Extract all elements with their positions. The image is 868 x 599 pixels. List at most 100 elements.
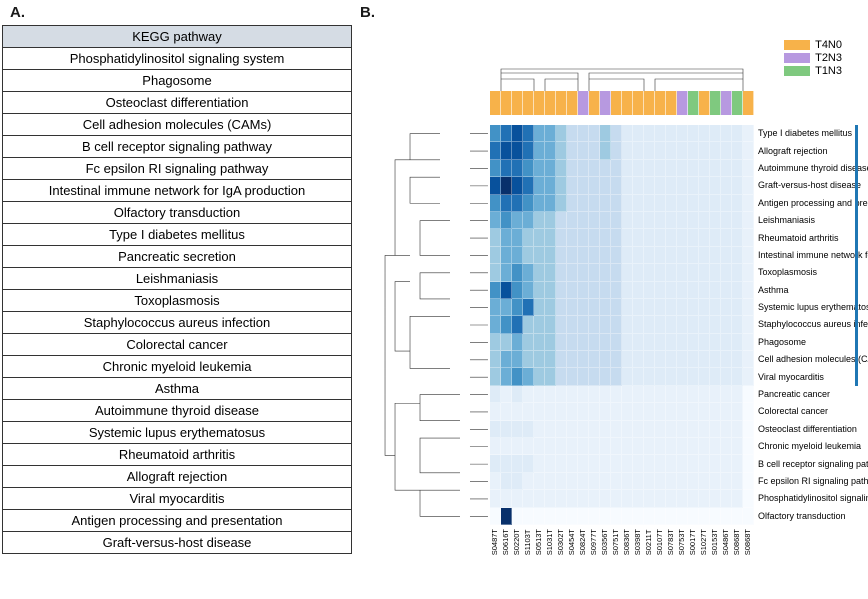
heatmap-cell [534,299,545,316]
heatmap-cell [578,438,589,455]
heatmap-cell [622,386,633,403]
heatmap-cell [578,212,589,229]
heatmap-cell [589,212,600,229]
kegg-row: Toxoplasmosis [3,290,352,312]
heatmap-cell [490,125,501,142]
heatmap-cell [600,229,611,246]
heatmap-cell [655,438,666,455]
heatmap-cell [490,473,501,490]
heatmap-cell [567,473,578,490]
heatmap-cell [534,490,545,507]
heatmap-cell [567,195,578,212]
heatmap-cell [556,212,567,229]
column-annotation-cell [578,91,589,115]
heatmap-cell [655,160,666,177]
heatmap-cell [534,473,545,490]
heatmap-cell [633,508,644,525]
heatmap-cell [677,229,688,246]
kegg-row: Cell adhesion molecules (CAMs) [3,114,352,136]
heatmap-cell [633,473,644,490]
heatmap-cell [501,212,512,229]
heatmap-cell [556,264,567,281]
heatmap-cell [644,125,655,142]
heatmap-cell [512,351,523,368]
heatmap-cell [567,316,578,333]
heatmap-cell [534,247,545,264]
heatmap-cell [556,177,567,194]
column-label: S0868T [732,529,743,555]
heatmap-cell [699,247,710,264]
row-label: Graft-versus-host disease [758,177,868,194]
heatmap-cell [534,282,545,299]
dendrogram-top [490,67,754,91]
heatmap-cell [556,351,567,368]
heatmap-cell [655,386,666,403]
heatmap-cell [589,229,600,246]
heatmap-cell [688,351,699,368]
heatmap-cell [677,473,688,490]
kegg-row: Leishmaniasis [3,268,352,290]
heatmap-cell [589,368,600,385]
heatmap-cell [666,508,677,525]
heatmap-cell [589,142,600,159]
column-label: S0836T [622,529,633,555]
row-label: B cell receptor signaling pathway [758,455,868,472]
heatmap-cell [644,490,655,507]
heatmap-cell [655,177,666,194]
heatmap-cell [534,264,545,281]
heatmap-cell [655,455,666,472]
heatmap-cell [666,438,677,455]
heatmap-cell [721,177,732,194]
column-label: S0616T [501,529,512,555]
heatmap-cell [600,421,611,438]
column-label: S1103T [523,529,534,555]
heatmap-cell [567,299,578,316]
row-label: Staphylococcus aureus infection [758,316,868,333]
heatmap-cell [490,264,501,281]
column-label: S0302T [556,529,567,555]
heatmap-cell [556,438,567,455]
heatmap-cell [611,212,622,229]
heatmap-cell [699,351,710,368]
heatmap-cell [545,351,556,368]
heatmap-cell [666,455,677,472]
heatmap-cell [743,386,754,403]
heatmap-cell [545,455,556,472]
heatmap-cell [688,455,699,472]
heatmap-cell [545,125,556,142]
heatmap-cell [655,299,666,316]
heatmap-cell [523,368,534,385]
heatmap-cell [490,386,501,403]
heatmap-cell [545,299,556,316]
heatmap-cell [710,142,721,159]
heatmap-cell [556,473,567,490]
heatmap-cell [578,473,589,490]
heatmap-cell [600,368,611,385]
heatmap-cell [721,229,732,246]
heatmap-cell [589,247,600,264]
heatmap-cell [556,421,567,438]
heatmap-cell [611,473,622,490]
heatmap-cell [567,160,578,177]
heatmap-cell [666,160,677,177]
heatmap-cell [556,142,567,159]
heatmap-cell [710,282,721,299]
kegg-header: KEGG pathway [3,26,352,48]
heatmap-cell [710,368,721,385]
heatmap-cell [710,334,721,351]
heatmap-cell [611,282,622,299]
heatmap-cell [622,125,633,142]
heatmap-cell [622,508,633,525]
column-annotation-cell [721,91,732,115]
heatmap-cell [622,316,633,333]
heatmap-cell [688,212,699,229]
heatmap-cell [699,455,710,472]
heatmap-cell [732,195,743,212]
heatmap-cell [600,195,611,212]
heatmap-cell [699,142,710,159]
heatmap-cell [567,455,578,472]
heatmap-cell [600,125,611,142]
heatmap-cell [743,316,754,333]
heatmap-cell [688,473,699,490]
heatmap-cell [578,125,589,142]
